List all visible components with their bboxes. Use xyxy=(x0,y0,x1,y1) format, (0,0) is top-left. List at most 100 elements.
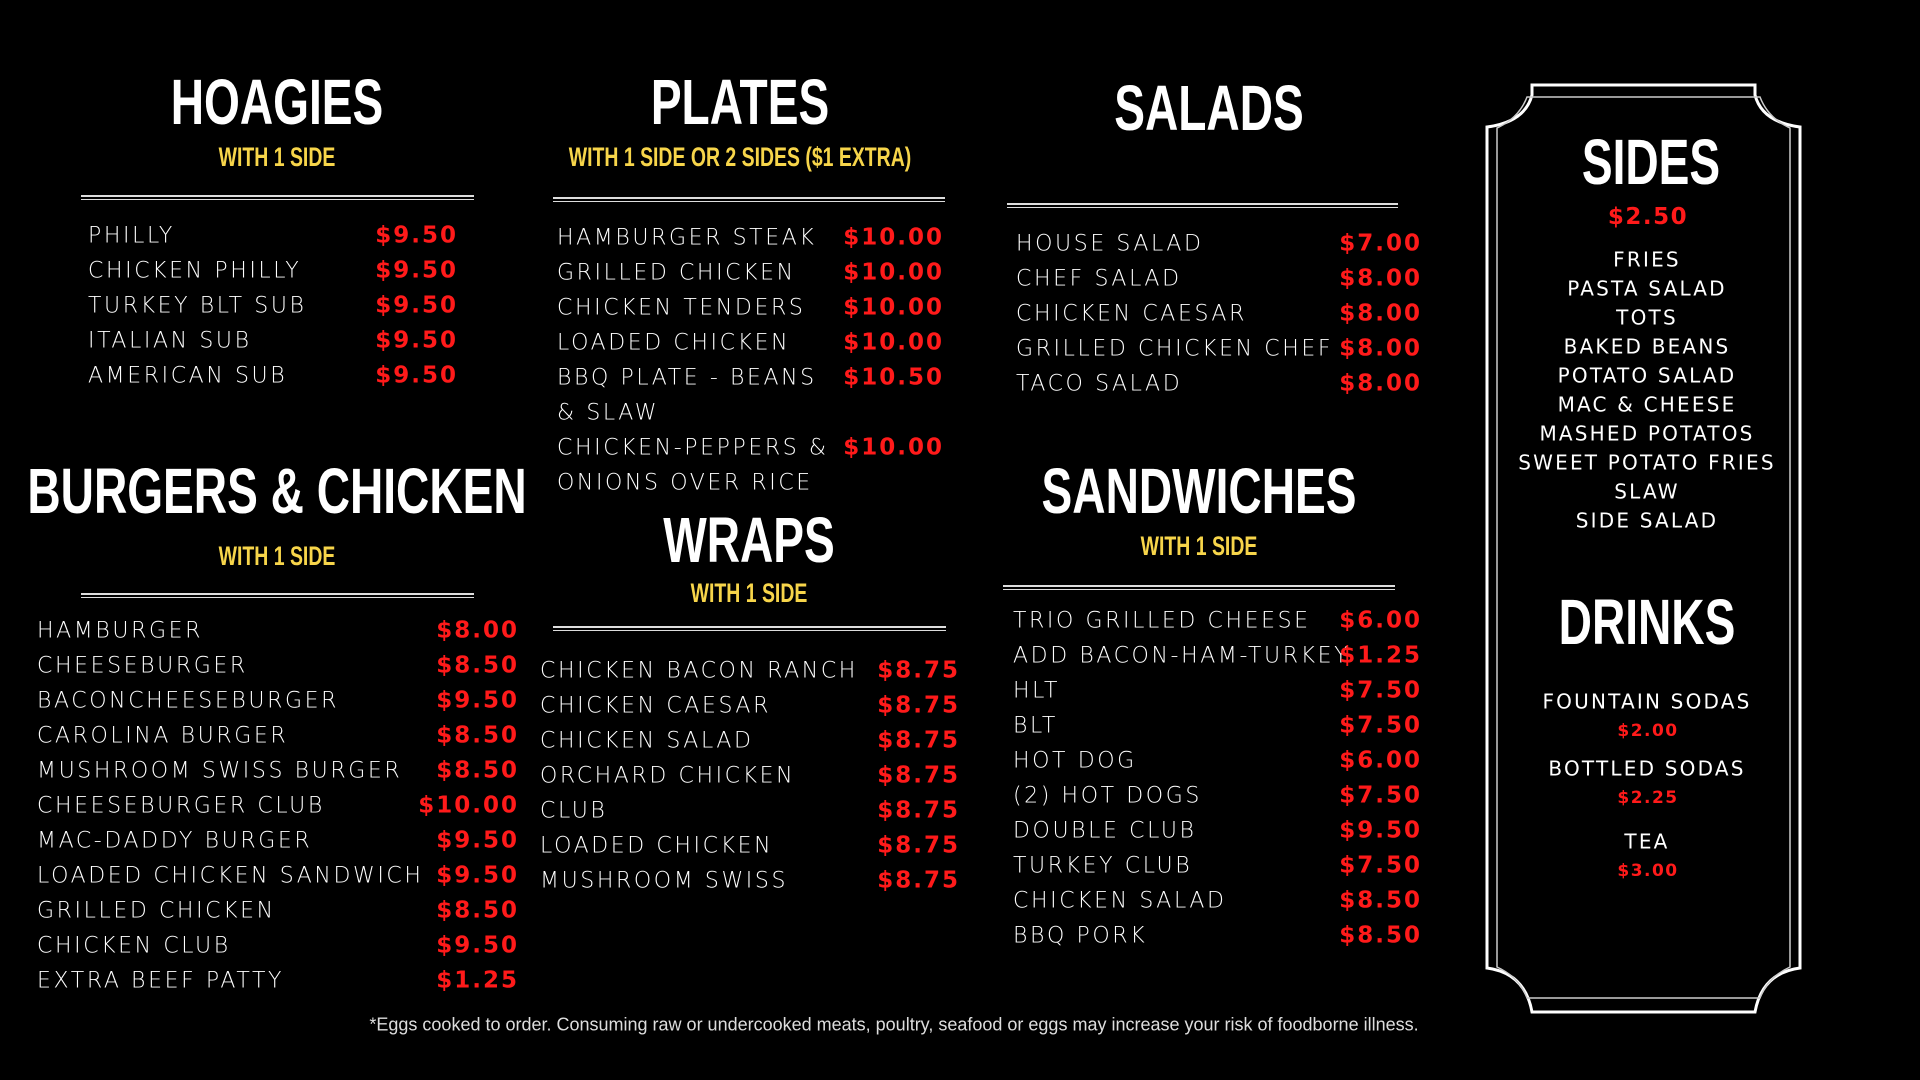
burgers-item-name: CHEESEBURGER CLUB xyxy=(37,793,325,819)
salads-divider xyxy=(1007,203,1398,208)
burgers-item-price: $8.50 xyxy=(436,652,519,679)
sandwiches-item-name: HLT xyxy=(1013,678,1061,704)
wraps-item-name: CHICKEN CAESAR xyxy=(540,693,771,719)
sandwiches-item-name: (2) HOT DOGS xyxy=(1013,783,1202,809)
wraps-title: WRAPS xyxy=(663,504,835,576)
salads-item-price: $8.00 xyxy=(1339,335,1422,362)
wraps-item-price: $8.75 xyxy=(877,657,960,684)
hoagies-item-price: $9.50 xyxy=(375,327,458,354)
hoagies-subtitle: WITH 1 SIDE xyxy=(218,142,336,172)
sandwiches-item-price: $8.50 xyxy=(1339,922,1422,949)
salads-item-price: $8.00 xyxy=(1339,300,1422,327)
side-item: TOTS xyxy=(1616,305,1678,330)
burgers-item-name: LOADED CHICKEN SANDWICH xyxy=(37,863,424,889)
plates-item-price: $10.00 xyxy=(843,434,944,461)
burgers-item-name: HAMBURGER xyxy=(37,618,204,644)
wraps-subtitle: WITH 1 SIDE xyxy=(690,578,808,608)
salads-item-price: $8.00 xyxy=(1339,370,1422,397)
hoagies-item-name: AMERICAN SUB xyxy=(88,363,288,389)
hoagies-divider xyxy=(81,195,474,200)
salads-item-price: $7.00 xyxy=(1339,230,1422,257)
plates-item-price: $10.00 xyxy=(843,294,944,321)
burgers-title: BURGERS & CHICKEN xyxy=(27,455,527,527)
burgers-item-name: BACONCHEESEBURGER xyxy=(37,688,340,714)
burgers-item-price: $9.50 xyxy=(436,687,519,714)
burgers-item-name: MAC-DADDY BURGER xyxy=(37,828,313,854)
salads-title: SALADS xyxy=(1114,72,1304,144)
plates-item-name: CHICKEN-PEPPERS & xyxy=(557,435,829,461)
burgers-item-name: CHEESEBURGER xyxy=(37,653,248,679)
drink-name: TEA xyxy=(1624,829,1670,854)
wraps-item-price: $8.75 xyxy=(877,692,960,719)
wraps-item-name: CHICKEN SALAD xyxy=(540,728,754,754)
drink-price: $2.25 xyxy=(1617,788,1679,808)
plates-item-name: ONIONS OVER RICE xyxy=(557,470,813,496)
drink-name: FOUNTAIN SODAS xyxy=(1542,689,1752,714)
sides-price: $2.50 xyxy=(1607,204,1689,230)
drink-name: BOTTLED SODAS xyxy=(1548,756,1746,781)
sides-title: SIDES xyxy=(1581,126,1721,198)
wraps-item-price: $8.75 xyxy=(877,762,960,789)
plates-item-price: $10.00 xyxy=(843,329,944,356)
drink-price: $3.00 xyxy=(1617,861,1679,881)
side-item: MAC & CHEESE xyxy=(1557,392,1737,417)
burgers-item-price: $8.50 xyxy=(436,722,519,749)
burgers-item-name: GRILLED CHICKEN xyxy=(37,898,276,924)
side-item: SIDE SALAD xyxy=(1575,508,1719,533)
sandwiches-item-name: DOUBLE CLUB xyxy=(1013,818,1197,844)
sandwiches-item-name: BLT xyxy=(1013,713,1058,739)
plates-divider xyxy=(553,197,945,202)
footnote: *Eggs cooked to order. Consuming raw or … xyxy=(369,1014,1419,1035)
burgers-divider xyxy=(81,593,474,598)
burgers-item-price: $9.50 xyxy=(436,827,519,854)
side-item: SWEET POTATO FRIES xyxy=(1518,450,1776,475)
plates-item-price: $10.00 xyxy=(843,224,944,251)
plates-item-name: CHICKEN TENDERS xyxy=(557,295,806,321)
sandwiches-item-name: TURKEY CLUB xyxy=(1013,853,1193,879)
wraps-item-price: $8.75 xyxy=(877,832,960,859)
wraps-item-price: $8.75 xyxy=(877,867,960,894)
hoagies-item-name: TURKEY BLT SUB xyxy=(88,293,307,319)
side-item: MASHED POTATOS xyxy=(1539,421,1755,446)
wraps-item-name: CLUB xyxy=(540,798,608,824)
sandwiches-item-price: $9.50 xyxy=(1339,817,1422,844)
salads-item-name: CHICKEN CAESAR xyxy=(1016,301,1247,327)
burgers-item-name: CHICKEN CLUB xyxy=(37,933,231,959)
hoagies-item-price: $9.50 xyxy=(375,362,458,389)
side-item: BAKED BEANS xyxy=(1563,334,1731,359)
sandwiches-item-price: $8.50 xyxy=(1339,887,1422,914)
plates-item-name: HAMBURGER STEAK xyxy=(557,225,817,251)
side-item: SLAW xyxy=(1614,479,1680,504)
plates-item-name: BBQ PLATE - BEANS xyxy=(557,365,817,391)
sandwiches-item-name: TRIO GRILLED CHEESE xyxy=(1013,608,1311,634)
wraps-item-name: MUSHROOM SWISS xyxy=(540,868,789,894)
hoagies-item-price: $9.50 xyxy=(375,257,458,284)
drinks-title: DRINKS xyxy=(1558,586,1736,658)
salads-item-name: GRILLED CHICKEN CHEF xyxy=(1016,336,1334,362)
hoagies-title: HOAGIES xyxy=(170,66,384,138)
burgers-item-price: $9.50 xyxy=(436,862,519,889)
sandwiches-item-name: CHICKEN SALAD xyxy=(1013,888,1227,914)
wraps-item-name: CHICKEN BACON RANCH xyxy=(540,658,858,684)
sandwiches-item-price: $7.50 xyxy=(1339,782,1422,809)
burgers-item-name: MUSHROOM SWISS BURGER xyxy=(37,758,403,784)
hoagies-item-name: CHICKEN PHILLY xyxy=(88,258,302,284)
sandwiches-item-name: HOT DOG xyxy=(1013,748,1137,774)
plates-item-name: GRILLED CHICKEN xyxy=(557,260,796,286)
salads-item-name: TACO SALAD xyxy=(1016,371,1183,397)
wraps-item-price: $8.75 xyxy=(877,797,960,824)
salads-item-name: CHEF SALAD xyxy=(1016,266,1182,292)
sandwiches-item-price: $7.50 xyxy=(1339,852,1422,879)
salads-item-price: $8.00 xyxy=(1339,265,1422,292)
sandwiches-item-price: $7.50 xyxy=(1339,677,1422,704)
sandwiches-subtitle: WITH 1 SIDE xyxy=(1140,531,1258,561)
side-item: POTATO SALAD xyxy=(1557,363,1737,388)
plates-item-price: $10.50 xyxy=(843,364,944,391)
hoagies-item-price: $9.50 xyxy=(375,292,458,319)
wraps-item-name: ORCHARD CHICKEN xyxy=(540,763,796,789)
sandwiches-item-price: $7.50 xyxy=(1339,712,1422,739)
burgers-item-price: $8.00 xyxy=(436,617,519,644)
burgers-item-price: $10.00 xyxy=(418,792,519,819)
sandwiches-item-price: $1.25 xyxy=(1339,642,1422,669)
